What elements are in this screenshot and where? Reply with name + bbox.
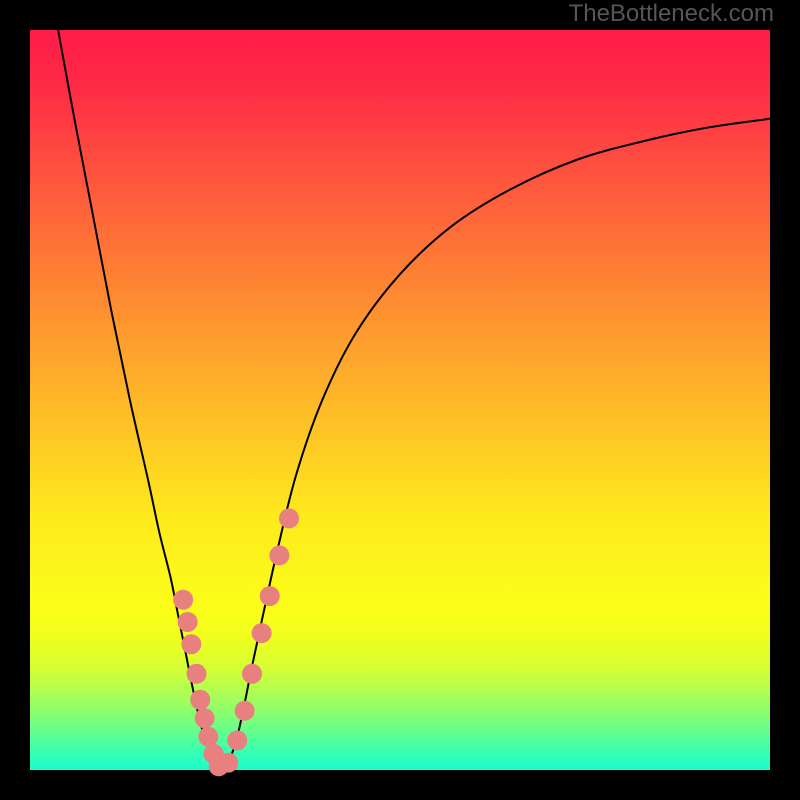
scatter-point [173, 590, 193, 610]
scatter-point [242, 664, 262, 684]
scatter-point [227, 730, 247, 750]
chart-root: TheBottleneck.com [0, 0, 800, 800]
watermark-text: TheBottleneck.com [569, 0, 774, 28]
plot-area [30, 30, 770, 770]
scatter-point [269, 545, 289, 565]
scatter-point [218, 753, 238, 773]
scatter-point [198, 727, 218, 747]
scatter-point [190, 690, 210, 710]
scatter-point [195, 708, 215, 728]
scatter-point [252, 623, 272, 643]
scatter-point [187, 664, 207, 684]
scatter-point [235, 701, 255, 721]
scatter-points [173, 508, 299, 776]
scatter-point [178, 612, 198, 632]
scatter-point [279, 508, 299, 528]
scatter-point [260, 586, 280, 606]
scatter-point [181, 634, 201, 654]
bottleneck-curve [58, 30, 770, 770]
curve-layer [30, 30, 770, 770]
